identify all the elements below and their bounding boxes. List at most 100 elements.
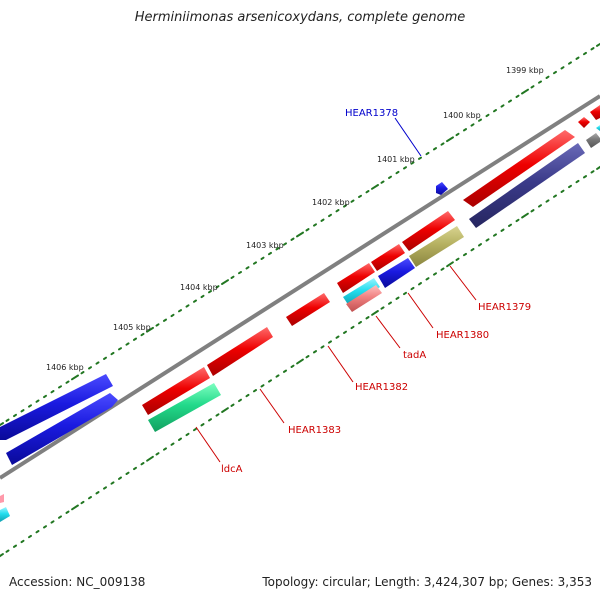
gene-label-hear1379[interactable]: HEAR1379 <box>478 302 531 313</box>
inner-minor-tick <box>200 423 205 427</box>
blue-bar-left-upper[interactable] <box>0 374 113 440</box>
inner-minor-tick <box>125 471 130 475</box>
inner-minor-tick <box>20 539 25 544</box>
homology-blue-bar[interactable] <box>378 258 415 288</box>
cds-arrow-hear1379[interactable] <box>402 211 455 251</box>
outer-minor-tick <box>208 290 212 294</box>
inner-minor-tick <box>478 243 482 247</box>
outer-minor-tick <box>560 66 565 70</box>
inner-minor-tick <box>43 525 47 529</box>
outer-minor-tick <box>290 237 295 241</box>
outer-minor-tick <box>43 394 47 399</box>
outer-minor-tick <box>568 61 572 65</box>
inner-major-tick <box>446 261 454 268</box>
gene-label-tada[interactable]: tadA <box>403 350 426 361</box>
inner-minor-tick <box>313 350 317 354</box>
inner-minor-tick <box>485 238 490 242</box>
tick-label-1404: 1404 kbp <box>180 283 218 292</box>
blue-bar-left-lower[interactable] <box>6 393 118 465</box>
forward-strand-features <box>142 105 600 415</box>
inner-minor-tick <box>238 398 242 403</box>
outer-minor-tick <box>313 223 317 227</box>
outer-minor-tick <box>380 180 385 184</box>
outer-major-tick <box>296 231 304 238</box>
homology-green-bar[interactable] <box>148 383 221 432</box>
outer-minor-tick <box>583 51 587 56</box>
leader-hear1378 <box>394 117 422 157</box>
homology-cyan-small-right[interactable] <box>596 125 600 131</box>
outer-minor-tick <box>215 285 220 289</box>
gene-labels: HEAR1378 HEAR1379 HEAR1380 tadA HEAR1382… <box>221 108 531 475</box>
cds-arrow-top-right-1[interactable] <box>578 117 590 128</box>
inner-minor-tick <box>470 248 475 252</box>
inner-minor-tick <box>403 291 407 296</box>
inner-minor-tick <box>58 515 62 519</box>
outer-minor-tick <box>403 166 407 170</box>
inner-minor-tick <box>545 199 550 203</box>
outer-minor-tick <box>590 47 595 51</box>
outer-minor-tick <box>470 123 475 127</box>
outer-major-tick <box>446 136 454 143</box>
inner-minor-tick <box>410 286 415 291</box>
gene-label-hear1378[interactable]: HEAR1378 <box>345 108 398 119</box>
inner-minor-tick <box>155 452 160 456</box>
label-leaders <box>195 117 477 463</box>
outer-minor-tick <box>320 218 325 222</box>
cds-arrow-hear1380-fwd[interactable] <box>371 244 405 271</box>
gene-label-hear1383[interactable]: HEAR1383 <box>288 425 341 436</box>
inner-minor-tick <box>163 447 167 451</box>
homology-navy-bar[interactable] <box>469 143 585 228</box>
outer-minor-tick <box>268 251 272 256</box>
outer-minor-tick <box>58 385 62 389</box>
cds-arrow-hear1378-region[interactable] <box>463 130 575 207</box>
inner-minor-tick <box>103 486 107 490</box>
leader-ldca <box>195 426 221 463</box>
outer-minor-tick <box>125 342 130 346</box>
homology-salmon-bar[interactable] <box>346 285 382 312</box>
outer-minor-tick <box>485 113 490 118</box>
inner-minor-tick <box>425 277 430 281</box>
cds-arrow-top-right-2[interactable] <box>590 105 600 120</box>
gene-label-hear1380[interactable]: HEAR1380 <box>436 330 489 341</box>
outer-minor-tick <box>493 109 497 113</box>
outer-major-tick <box>371 184 379 190</box>
outer-minor-tick <box>163 318 167 322</box>
cds-arrow-ldca-fwd[interactable] <box>142 367 210 415</box>
tick-label-1402: 1402 kbp <box>312 198 350 207</box>
outer-minor-tick <box>343 204 347 208</box>
cds-arrow-hear1382[interactable] <box>286 293 330 326</box>
inner-minor-tick <box>530 209 535 213</box>
inner-minor-tick <box>305 355 310 359</box>
inner-minor-tick <box>65 510 70 514</box>
tick-label-1401: 1401 kbp <box>377 155 415 164</box>
gene-label-ldca[interactable]: ldcA <box>221 464 243 475</box>
outer-minor-tick <box>335 209 340 213</box>
outer-minor-tick <box>118 347 122 351</box>
outer-minor-tick <box>425 151 430 156</box>
outer-minor-tick <box>515 94 520 98</box>
homology-cyan-bar[interactable] <box>343 278 380 306</box>
inner-minor-tick <box>365 316 370 320</box>
inner-minor-tick <box>388 301 392 305</box>
inner-minor-tick <box>5 549 10 553</box>
inner-minor-tick <box>140 462 145 466</box>
cds-arrow-hear1383[interactable] <box>207 327 273 376</box>
inner-minor-tick <box>118 476 122 480</box>
outer-minor-tick <box>50 390 55 394</box>
outer-major-tick <box>221 279 229 285</box>
homology-olive-bar[interactable] <box>409 226 464 267</box>
inner-tick-arc <box>0 165 600 558</box>
kbp-tick-labels: 1399 kbp 1400 kbp 1401 kbp 1402 kbp 1403… <box>46 66 544 372</box>
gene-label-hear1382[interactable]: HEAR1382 <box>355 382 408 393</box>
pink-mark-bottom-left[interactable] <box>0 494 4 503</box>
cds-arrow-tada-fwd[interactable] <box>337 263 375 293</box>
inner-minor-tick <box>508 223 512 227</box>
cyan-bar-bottom-left[interactable] <box>0 507 10 522</box>
inner-minor-tick <box>215 413 220 417</box>
inner-major-tick <box>296 358 304 365</box>
outer-minor-tick <box>455 132 460 137</box>
cds-arrow-hear1378[interactable] <box>436 182 448 195</box>
homology-gray-small[interactable] <box>586 133 600 148</box>
inner-minor-tick <box>335 335 340 339</box>
